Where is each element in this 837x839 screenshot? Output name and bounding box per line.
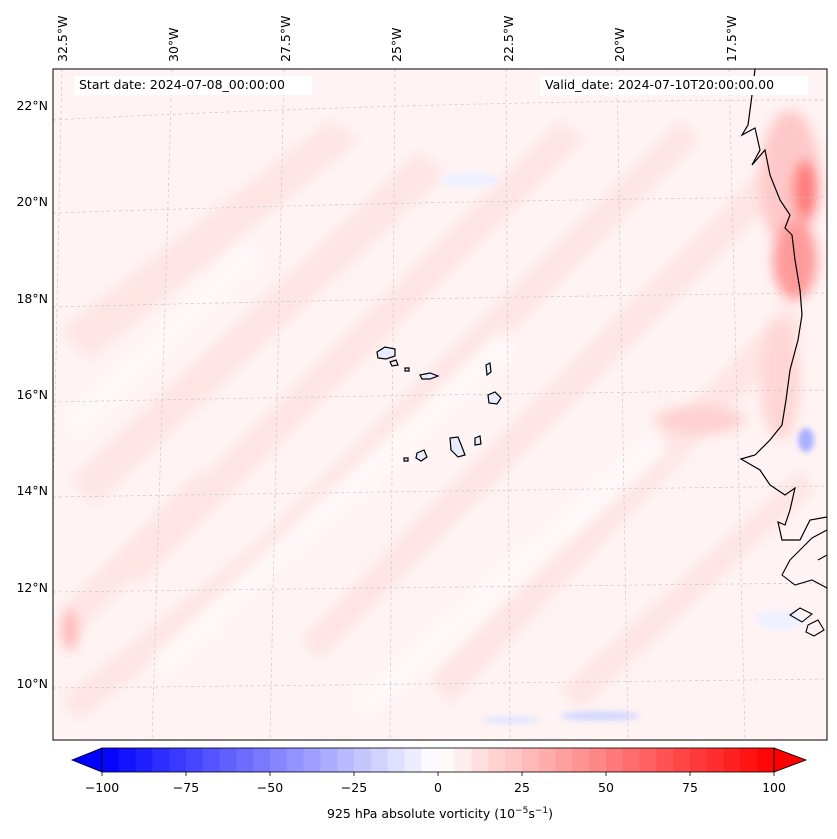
guinea-coastline xyxy=(781,529,827,637)
valid-date-text: Valid_date: 2024-07-10T20:00:00.00 xyxy=(545,77,775,92)
island-santa-luzia xyxy=(404,367,410,372)
colorbar-cell xyxy=(387,748,405,772)
colorbar-cell xyxy=(102,748,120,772)
colorbar-cell xyxy=(673,748,691,772)
colorbar-cell xyxy=(370,748,389,772)
colorbar-tick-label: −75 xyxy=(172,780,200,795)
island-sao-vicente xyxy=(389,359,399,367)
colorbar-cell xyxy=(471,748,489,772)
vorticity-pale-bands xyxy=(60,240,670,720)
colorbar-cell xyxy=(404,748,422,772)
colorbar-cell xyxy=(202,748,221,772)
colorbar-cell xyxy=(186,748,204,772)
colorbar-cell xyxy=(572,748,590,772)
colorbar-cell xyxy=(454,748,473,772)
colorbar-cell xyxy=(706,748,725,772)
colorbar-tick-label: 25 xyxy=(514,780,530,795)
graticule xyxy=(53,69,827,740)
lat-tick-label: 10°N xyxy=(16,676,48,691)
colorbar-max-extension xyxy=(773,747,808,773)
island-sao-nicolau xyxy=(419,372,440,380)
island-santo-antao xyxy=(376,346,396,360)
colorbar-tick-label: 50 xyxy=(598,780,614,795)
colorbar-min-extension xyxy=(70,747,103,773)
colorbar-cell xyxy=(169,748,187,772)
map-frame xyxy=(52,68,828,741)
valid-date-box xyxy=(540,76,808,95)
island-sal xyxy=(485,362,492,377)
colorbar-tick-label: 0 xyxy=(434,780,442,795)
colorbar-cell xyxy=(589,748,607,772)
colorbar-cell xyxy=(538,748,557,772)
colorbar-cell xyxy=(118,748,137,772)
start-date-box xyxy=(74,76,312,95)
colorbar-cell xyxy=(152,748,170,772)
colorbar-tick-label: −50 xyxy=(256,780,284,795)
colorbar-cell xyxy=(723,748,741,772)
colorbar-cells xyxy=(102,748,775,772)
lat-tick-label: 14°N xyxy=(16,483,48,498)
colorbar-cell xyxy=(639,748,657,772)
colorbar-cell xyxy=(757,748,775,772)
colorbar-cell xyxy=(438,748,456,772)
lat-tick-label: 16°N xyxy=(16,387,48,402)
lat-tick-label: 12°N xyxy=(16,580,48,595)
colorbar-cell xyxy=(656,748,674,772)
cabo-verde-islands xyxy=(376,346,502,462)
colorbar-cell xyxy=(303,748,321,772)
colorbar-cell xyxy=(135,748,153,772)
colorbar-cell xyxy=(253,748,271,772)
island-fogo xyxy=(415,449,428,462)
lat-tick-label: 18°N xyxy=(16,291,48,306)
colorbar-label: 925 hPa absolute vorticity (10−5s−1) xyxy=(326,806,554,822)
colorbar-cell xyxy=(622,748,641,772)
vorticity-coastal-maximum xyxy=(62,110,820,650)
colorbar-cell xyxy=(555,748,573,772)
colorbar-cell xyxy=(421,748,439,772)
colorbar-cell xyxy=(236,748,254,772)
island-maio xyxy=(474,435,482,446)
vorticity-positive-bands xyxy=(60,120,815,720)
colorbar xyxy=(70,747,808,776)
colorbar-tick-label: 75 xyxy=(682,780,698,795)
colorbar-cell xyxy=(354,748,372,772)
island-brava xyxy=(403,457,409,462)
colorbar-tick-marks xyxy=(101,772,775,776)
colorbar-tick-label: −25 xyxy=(340,780,368,795)
colorbar-cell xyxy=(337,748,355,772)
colorbar-cell xyxy=(219,748,237,772)
colorbar-cell xyxy=(606,748,624,772)
start-date-text: Start date: 2024-07-08_00:00:00 xyxy=(79,77,285,92)
vorticity-negative-patches xyxy=(440,172,814,724)
west-africa-coastline xyxy=(739,69,827,541)
island-santiago xyxy=(449,436,466,458)
colorbar-cell xyxy=(690,748,708,772)
lat-tick-label: 22°N xyxy=(16,98,48,113)
colorbar-cell xyxy=(740,748,758,772)
colorbar-tick-label: −100 xyxy=(84,780,120,795)
colorbar-tick-label: 100 xyxy=(762,780,786,795)
map-panel xyxy=(53,69,827,740)
colorbar-cell xyxy=(488,748,506,772)
lat-tick-label: 20°N xyxy=(16,194,48,209)
colorbar-cell xyxy=(270,748,288,772)
colorbar-cell xyxy=(522,748,540,772)
colorbar-cell xyxy=(505,748,523,772)
colorbar-cell xyxy=(286,748,305,772)
colorbar-cell xyxy=(320,748,338,772)
island-boa-vista xyxy=(487,391,502,405)
